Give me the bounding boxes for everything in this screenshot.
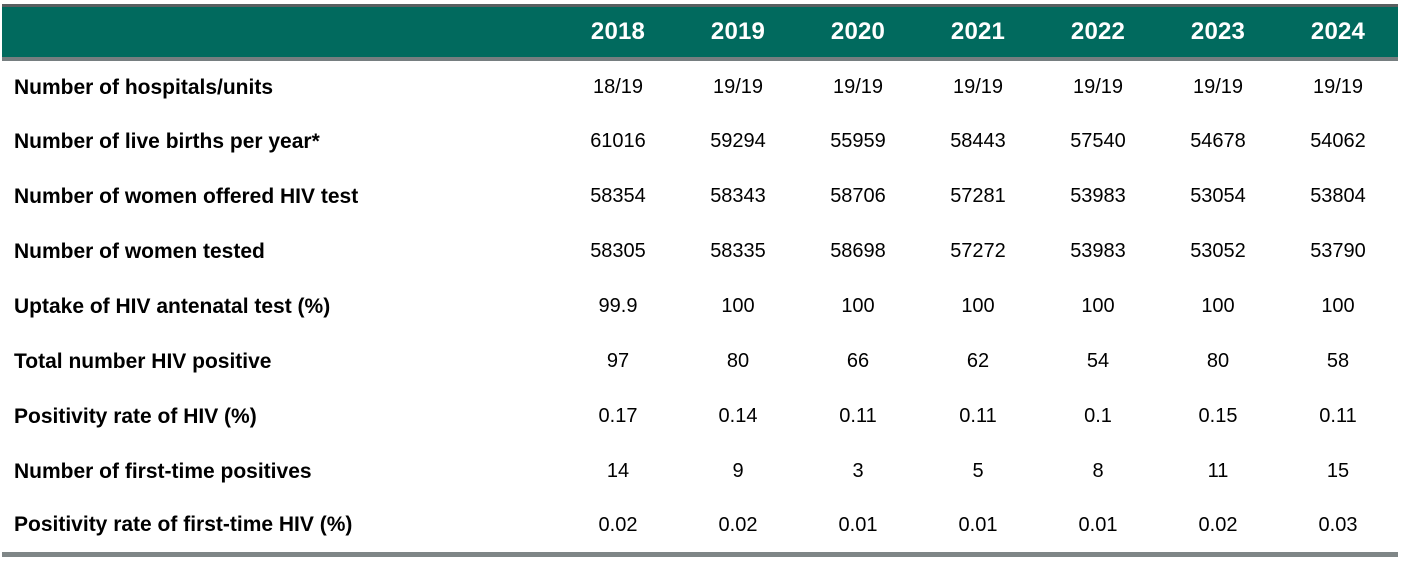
data-cell: 0.11 (1319, 405, 1357, 427)
data-cell: 97 (606, 350, 630, 372)
data-cell: 19/19 (1192, 76, 1244, 98)
row-label: Positivity rate of HIV (%) (14, 404, 257, 428)
year-column-header: 2022 (1038, 5, 1158, 61)
data-cell: 54678 (1190, 130, 1246, 152)
table-row: Number of hospitals/units 18/19 19/19 19/19… (2, 59, 1398, 114)
data-cell: 19/19 (1072, 76, 1124, 98)
data-cell: 54062 (1310, 130, 1366, 152)
data-cell: 100 (1081, 295, 1115, 317)
data-cell: 0.02 (598, 513, 638, 536)
data-cell: 0.01 (958, 513, 998, 536)
table-row: Total number HIV positive 97 80 66 62 54 80 58 (2, 334, 1398, 389)
data-cell: 0.15 (1198, 405, 1238, 427)
year-column-header: 2021 (918, 5, 1038, 61)
data-cell: 53983 (1070, 240, 1126, 262)
row-label: Number of hospitals/units (14, 75, 274, 99)
data-cell: 53054 (1190, 185, 1246, 207)
data-cell: 15 (1326, 460, 1350, 482)
corner-cell (2, 5, 558, 61)
table-row: Number of women offered HIV test 58354 583… (2, 169, 1398, 224)
data-cell: 0.02 (1198, 513, 1238, 536)
data-cell: 58354 (590, 185, 646, 207)
hiv-screening-table: 2018 2019 2020 2021 2022 2023 2024 Number of h… (2, 4, 1398, 557)
data-cell: 100 (961, 295, 995, 317)
data-cell: 11 (1207, 460, 1229, 482)
data-cell: 58 (1326, 350, 1350, 372)
row-label: Positivity rate of first-time HIV (%) (14, 513, 353, 537)
data-cell: 0.03 (1318, 513, 1358, 536)
data-cell: 14 (606, 460, 630, 482)
data-cell: 0.11 (959, 405, 997, 427)
data-cell: 9 (732, 460, 744, 482)
row-label: Number of women offered HIV test (14, 184, 359, 208)
data-cell: 62 (966, 350, 990, 372)
data-cell: 54 (1086, 350, 1110, 372)
data-cell: 53790 (1310, 240, 1366, 262)
data-cell: 100 (1201, 295, 1235, 317)
row-label: Number of women tested (14, 239, 265, 263)
data-cell: 59294 (710, 130, 766, 152)
row-label: Number of live births per year* (14, 129, 320, 153)
data-cell: 100 (721, 295, 755, 317)
year-column-header: 2019 (678, 5, 798, 61)
year-header-row: 2018 2019 2020 2021 2022 2023 2024 (2, 5, 1398, 61)
year-column-header: 2024 (1278, 5, 1398, 61)
data-cell: 8 (1092, 460, 1104, 482)
data-cell: 100 (841, 295, 875, 317)
data-cell: 61016 (590, 130, 646, 152)
data-cell: 55959 (830, 130, 886, 152)
data-cell: 58305 (590, 240, 646, 262)
data-cell: 0.14 (718, 405, 758, 427)
table-body: Number of hospitals/units 18/19 19/19 19/19… (2, 59, 1398, 554)
data-cell: 0.17 (598, 405, 638, 427)
data-cell: 0.11 (839, 405, 877, 427)
data-cell: 57281 (950, 185, 1006, 207)
data-cell: 19/19 (952, 76, 1004, 98)
table-row: Number of live births per year* 61016 5929… (2, 114, 1398, 169)
data-cell: 18/19 (592, 76, 644, 98)
data-cell: 58443 (950, 130, 1006, 152)
data-cell: 0.02 (718, 513, 758, 536)
data-cell: 58343 (710, 185, 766, 207)
data-cell: 53804 (1310, 185, 1366, 207)
table-row: Positivity rate of HIV (%) 0.17 0.14 0.11 0.… (2, 389, 1398, 444)
data-cell: 53052 (1190, 240, 1246, 262)
data-cell: 58698 (830, 240, 886, 262)
data-cell: 100 (1321, 295, 1355, 317)
data-cell: 0.01 (838, 513, 878, 536)
row-label: Uptake of HIV antenatal test (%) (14, 294, 331, 318)
data-cell: 57272 (950, 240, 1006, 262)
data-cell: 66 (846, 350, 870, 372)
data-cell: 19/19 (1312, 76, 1364, 98)
data-cell: 0.1 (1084, 405, 1112, 427)
data-cell: 3 (852, 460, 864, 482)
year-column-header: 2023 (1158, 5, 1278, 61)
data-cell: 5 (972, 460, 984, 482)
table-container: 2018 2019 2020 2021 2022 2023 2024 Number of h… (2, 4, 1398, 557)
data-cell: 0.01 (1078, 513, 1118, 536)
data-cell: 80 (726, 350, 750, 372)
data-cell: 19/19 (832, 76, 884, 98)
data-cell: 99.9 (598, 295, 638, 317)
data-cell: 80 (1206, 350, 1230, 372)
data-cell: 57540 (1070, 130, 1126, 152)
data-cell: 58335 (710, 240, 766, 262)
data-cell: 58706 (830, 185, 886, 207)
row-label: Total number HIV positive (14, 349, 272, 373)
row-label: Number of first-time positives (14, 459, 312, 483)
data-cell: 53983 (1070, 185, 1126, 207)
table-row: Uptake of HIV antenatal test (%) 99.9 100 1… (2, 279, 1398, 334)
table-row: Number of women tested 58305 58335 58698 572… (2, 224, 1398, 279)
year-column-header: 2020 (798, 5, 918, 61)
year-column-header: 2018 (558, 5, 678, 61)
table-row: Number of first-time positives 14 9 3 5 8 11 15 (2, 444, 1398, 499)
data-cell: 19/19 (712, 76, 764, 98)
table-row: Positivity rate of first-time HIV (%) 0.0… (2, 499, 1398, 554)
